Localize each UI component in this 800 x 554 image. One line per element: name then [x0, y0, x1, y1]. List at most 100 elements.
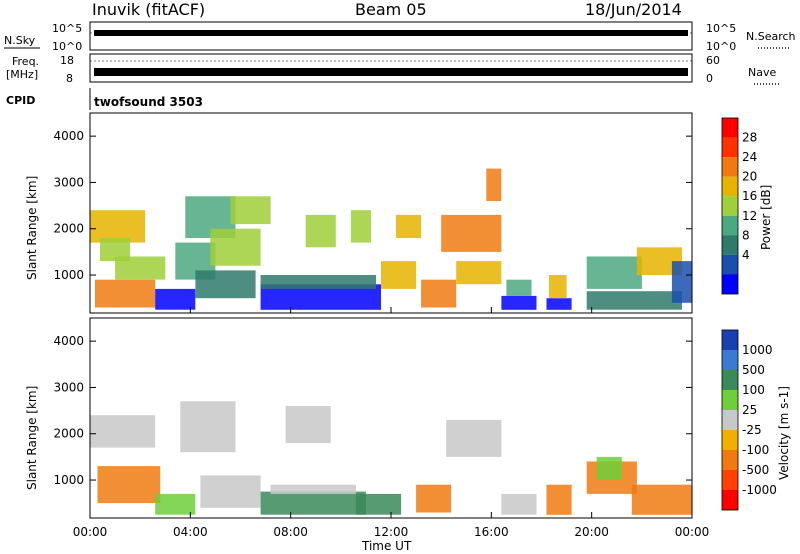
scatter-block-15: [596, 456, 622, 480]
colorbar-tick-label: 12: [742, 209, 757, 223]
scatter-block-8: [355, 493, 402, 515]
scatter-block-17: [441, 214, 502, 252]
colorbar-tick-label: 8: [742, 228, 750, 242]
scatter-block-23: [549, 275, 567, 299]
x-tick-label: 04:00: [173, 525, 208, 539]
power-colorbar: 28 24 20 16 12 8 4: [721, 117, 757, 295]
freq-panel-frame: [89, 53, 693, 83]
scatter-block-12: [546, 484, 572, 515]
scatter-block-22: [546, 298, 572, 310]
scatter-block-9: [416, 484, 452, 513]
colorbar-swatch: [722, 490, 738, 511]
nsky-trace: [90, 30, 692, 36]
freq-tick-bottom: 8: [66, 72, 73, 85]
scatter-block-4: [155, 288, 196, 310]
colorbar-swatch: [722, 118, 738, 138]
colorbar-swatch: [722, 450, 738, 471]
freq-series-band: [94, 68, 688, 76]
scatter-block-6: [270, 484, 356, 494]
scatter-block-16: [421, 279, 457, 308]
nave-tick-top: 60: [706, 54, 720, 67]
x-tick-label: 12:00: [374, 525, 409, 539]
scatter-block-2: [155, 493, 196, 515]
freq-label-2: [MHz]: [6, 68, 38, 81]
nave-tick-bottom: 0: [706, 72, 713, 85]
scatter-block-27: [671, 261, 692, 303]
power-y-axis: 1000 2000 3000 4000: [53, 129, 692, 282]
colorbar-swatch: [722, 330, 738, 351]
colorbar-tick-label: 1000: [742, 343, 773, 357]
colorbar-swatch: [722, 157, 738, 177]
scatter-block-14: [381, 261, 417, 289]
x-tick-label: 08:00: [273, 525, 308, 539]
freq-tick-top: 18: [60, 54, 74, 67]
time-axis: 00:00 04:00 08:00 12:00 16:00 20:00 00:00: [73, 307, 710, 539]
velocity-y-axis: 1000 2000 3000 4000: [53, 334, 692, 487]
colorbar-tick-label: 25: [742, 403, 757, 417]
colorbar-tick-label: 28: [742, 131, 757, 145]
x-tick-label: 20:00: [574, 525, 609, 539]
velocity-ylabel: Slant Range [km]: [25, 386, 39, 490]
colorbar-tick-label: 500: [742, 363, 765, 377]
scatter-block-5: [260, 491, 366, 515]
date-title: 18/Jun/2014: [585, 0, 682, 19]
nsky-label: N.Sky: [4, 34, 36, 47]
colorbar-tick-label: 16: [742, 189, 757, 203]
x-axis-label: Time UT: [361, 539, 412, 553]
colorbar-tick-label: 20: [742, 170, 757, 184]
scatter-block-2: [115, 256, 166, 280]
y-tick-label: 2000: [53, 427, 84, 441]
colorbar-frame: [721, 117, 739, 295]
nsky-panel-frame: [89, 21, 693, 51]
nsearch-label: N.Search: [746, 30, 796, 43]
y-tick-label: 2000: [53, 222, 84, 236]
x-tick-label: 00:00: [675, 525, 710, 539]
colorbar-swatch: [722, 137, 738, 158]
colorbar-tick-label: 4: [742, 248, 750, 262]
nave-label: Nave: [748, 66, 776, 79]
x-tick-label: 16:00: [474, 525, 509, 539]
scatter-block-14: [631, 484, 692, 515]
nsky-series-band: [94, 30, 688, 36]
colorbar-swatch: [722, 176, 738, 197]
scatter-block-12: [305, 214, 336, 248]
colorbar-tick-label: -1000: [742, 483, 777, 497]
scatter-block-1: [100, 238, 131, 262]
cpid-value: twofsound 3503: [94, 95, 203, 109]
scatter-block-15: [396, 214, 422, 238]
velocity-plot-area: [90, 401, 692, 515]
x-tick-label: 00:00: [73, 525, 108, 539]
scatter-block-3: [95, 279, 156, 308]
scatter-block-11: [501, 493, 537, 515]
colorbar-swatch: [722, 274, 738, 295]
colorbar-tick-label: -500: [742, 463, 769, 477]
scatter-block-21: [506, 279, 532, 296]
scatter-block-18: [456, 261, 502, 285]
y-tick-label: 1000: [53, 268, 84, 282]
scatter-block-7: [195, 270, 256, 299]
freq-trace: [90, 60, 692, 76]
colorbar-swatch: [722, 254, 738, 275]
colorbar-swatch: [722, 235, 738, 255]
y-tick-label: 3000: [53, 175, 84, 189]
colorbar-tick-label: 24: [742, 150, 757, 164]
nsky-tick-bottom: 10^0: [52, 40, 82, 53]
colorbar-swatch: [722, 470, 738, 491]
freq-label-1: Freq.: [12, 55, 39, 68]
scatter-block-7: [285, 406, 331, 443]
power-plot-area: [90, 168, 692, 310]
y-tick-label: 4000: [53, 129, 84, 143]
power-colorbar-label: Power [dB]: [759, 185, 773, 250]
beam-title: Beam 05: [355, 0, 427, 19]
colorbar-frame: [721, 329, 739, 511]
colorbar-swatch: [722, 430, 738, 451]
scatter-block-8: [210, 228, 261, 266]
colorbar-swatch: [722, 410, 738, 431]
cpid-label: CPID: [6, 94, 35, 107]
scatter-block-19: [486, 168, 502, 201]
velocity-colorbar: 1000 500 100 25 -25 -100 -500 -1000: [721, 329, 777, 511]
scatter-block-3: [180, 401, 236, 453]
scatter-block-4: [200, 475, 261, 508]
colorbar-swatch: [722, 370, 738, 391]
